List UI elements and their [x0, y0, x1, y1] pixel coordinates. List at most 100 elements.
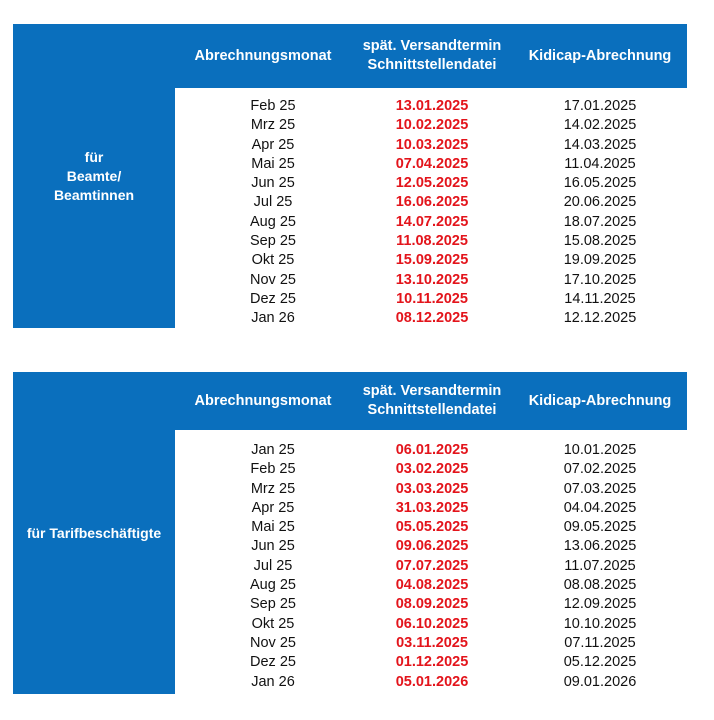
deadline-cell: 05.05.2025 [395, 519, 469, 536]
billing-month-cell: Feb 25 [250, 98, 296, 114]
billing-month-cell: Apr 25 [251, 136, 295, 153]
kidicap-date-cell: 12.12.2025 [563, 310, 637, 327]
table-row: Mai 25 05.05.2025 09.05.2025 [175, 518, 687, 537]
kidicap-date-cell: 11.07.2025 [564, 557, 636, 574]
kidicap-date-cell: 08.08.2025 [563, 577, 637, 594]
deadline-cell: 08.12.2025 [395, 310, 469, 327]
kidicap-date-cell: 17.01.2025 [563, 98, 637, 114]
table-row: Okt 25 15.09.2025 19.09.2025 [175, 251, 687, 270]
deadline-cell: 06.10.2025 [395, 615, 469, 632]
billing-month-cell: Okt 25 [251, 252, 295, 269]
billing-month-cell: Dez 25 [250, 290, 296, 307]
table-row: Jun 25 12.05.2025 16.05.2025 [175, 174, 687, 193]
billing-month-cell: Aug 25 [250, 577, 296, 594]
kidicap-date-cell: 07.11.2025 [564, 634, 636, 651]
table-row: Sep 25 11.08.2025 15.08.2025 [175, 232, 687, 251]
table-row: Dez 25 10.11.2025 14.11.2025 [175, 290, 687, 309]
deadline-cell: 07.07.2025 [395, 557, 469, 574]
table-row: Jun 25 09.06.2025 13.06.2025 [175, 537, 687, 556]
deadline-cell: 10.03.2025 [395, 136, 469, 153]
table-row: Feb 25 13.01.2025 17.01.2025 [175, 97, 687, 116]
deadline-cell: 14.07.2025 [395, 213, 469, 230]
billing-month-cell: Jan 26 [251, 673, 295, 690]
table-row: Dez 25 01.12.2025 05.12.2025 [175, 653, 687, 672]
deadline-cell: 13.10.2025 [395, 271, 469, 288]
header-kidicap: Kidicap-Abrechnung [528, 392, 672, 409]
deadline-cell: 10.02.2025 [395, 117, 469, 134]
kidicap-date-cell: 20.06.2025 [563, 194, 637, 211]
deadline-cell: 03.03.2025 [395, 480, 469, 497]
table-header: Abrechnungsmonat spät. Versandtermin Sch… [175, 372, 687, 430]
kidicap-date-cell: 11.04.2025 [564, 155, 636, 172]
billing-month-cell: Mai 25 [251, 155, 295, 172]
table-row: Sep 25 08.09.2025 12.09.2025 [175, 595, 687, 614]
deadline-cell: 12.05.2025 [395, 175, 469, 192]
deadline-cell: 03.02.2025 [395, 461, 469, 478]
kidicap-date-cell: 13.06.2025 [563, 538, 637, 555]
billing-month-cell: Jan 25 [251, 442, 295, 458]
table-row: Jan 25 06.01.2025 10.01.2025 [175, 441, 687, 460]
header-deadline: spät. Versandtermin Schnittstellendatei [362, 38, 502, 73]
table-row: Jan 26 05.01.2026 09.01.2026 [175, 673, 687, 692]
header-deadline: spät. Versandtermin Schnittstellendatei [362, 383, 502, 418]
billing-month-cell: Apr 25 [251, 499, 295, 516]
kidicap-date-cell: 14.03.2025 [563, 136, 637, 153]
table-row: Apr 25 10.03.2025 14.03.2025 [175, 136, 687, 155]
billing-month-cell: Jul 25 [253, 557, 293, 574]
kidicap-date-cell: 19.09.2025 [563, 252, 637, 269]
deadline-cell: 07.04.2025 [395, 155, 469, 172]
table-row: Aug 25 14.07.2025 18.07.2025 [175, 213, 687, 232]
header-kidicap: Kidicap-Abrechnung [528, 47, 672, 64]
billing-month-cell: Jun 25 [251, 175, 295, 192]
billing-month-cell: Nov 25 [250, 271, 296, 288]
billing-month-cell: Nov 25 [250, 634, 296, 651]
table-row: Okt 25 06.10.2025 10.10.2025 [175, 615, 687, 634]
table-row: Nov 25 03.11.2025 07.11.2025 [175, 634, 687, 653]
billing-month-cell: Jul 25 [253, 194, 293, 211]
billing-month-cell: Mai 25 [251, 519, 295, 536]
deadline-cell: 01.12.2025 [395, 654, 469, 671]
deadline-cell: 13.01.2025 [395, 98, 469, 114]
billing-month-cell: Sep 25 [250, 596, 296, 613]
table-row: Mrz 25 03.03.2025 07.03.2025 [175, 480, 687, 499]
deadline-cell: 31.03.2025 [395, 499, 469, 516]
kidicap-date-cell: 10.01.2025 [563, 442, 637, 458]
deadline-cell: 03.11.2025 [396, 634, 468, 651]
kidicap-date-cell: 07.03.2025 [563, 480, 637, 497]
billing-month-cell: Jan 26 [251, 310, 295, 327]
header-billing-month: Abrechnungsmonat [194, 47, 332, 64]
table-row: Nov 25 13.10.2025 17.10.2025 [175, 271, 687, 290]
kidicap-date-cell: 14.02.2025 [563, 117, 637, 134]
kidicap-date-cell: 16.05.2025 [563, 175, 637, 192]
table-row: Aug 25 04.08.2025 08.08.2025 [175, 576, 687, 595]
kidicap-date-cell: 07.02.2025 [563, 461, 637, 478]
kidicap-date-cell: 09.05.2025 [563, 519, 637, 536]
table-row: Jul 25 16.06.2025 20.06.2025 [175, 193, 687, 212]
deadline-cell: 04.08.2025 [395, 577, 469, 594]
table-row: Mrz 25 10.02.2025 14.02.2025 [175, 116, 687, 135]
table-body: Feb 25 13.01.2025 17.01.2025 Mrz 25 10.02.2… [175, 97, 687, 329]
deadline-cell: 08.09.2025 [395, 596, 469, 613]
kidicap-date-cell: 12.09.2025 [563, 596, 637, 613]
billing-month-cell: Jun 25 [251, 538, 295, 555]
billing-month-cell: Dez 25 [250, 654, 296, 671]
deadline-cell: 15.09.2025 [395, 252, 469, 269]
group-label: für Tarifbeschäftigte [13, 372, 175, 694]
kidicap-date-cell: 04.04.2025 [563, 499, 637, 516]
billing-month-cell: Mrz 25 [250, 480, 296, 497]
deadline-cell: 09.06.2025 [395, 538, 469, 555]
deadline-cell: 06.01.2025 [395, 442, 469, 458]
table-body: Jan 25 06.01.2025 10.01.2025 Feb 25 03.02.2… [175, 441, 687, 692]
deadline-cell: 10.11.2025 [396, 290, 468, 307]
deadline-cell: 16.06.2025 [395, 194, 469, 211]
kidicap-date-cell: 10.10.2025 [563, 615, 637, 632]
billing-month-cell: Feb 25 [250, 461, 296, 478]
table-header: Abrechnungsmonat spät. Versandtermin Sch… [175, 24, 687, 88]
table-row: Jul 25 07.07.2025 11.07.2025 [175, 557, 687, 576]
billing-month-cell: Sep 25 [250, 233, 296, 250]
deadline-cell: 11.08.2025 [396, 233, 468, 250]
table-row: Apr 25 31.03.2025 04.04.2025 [175, 499, 687, 518]
kidicap-date-cell: 14.11.2025 [564, 290, 636, 307]
table-row: Mai 25 07.04.2025 11.04.2025 [175, 155, 687, 174]
kidicap-date-cell: 15.08.2025 [563, 233, 637, 250]
